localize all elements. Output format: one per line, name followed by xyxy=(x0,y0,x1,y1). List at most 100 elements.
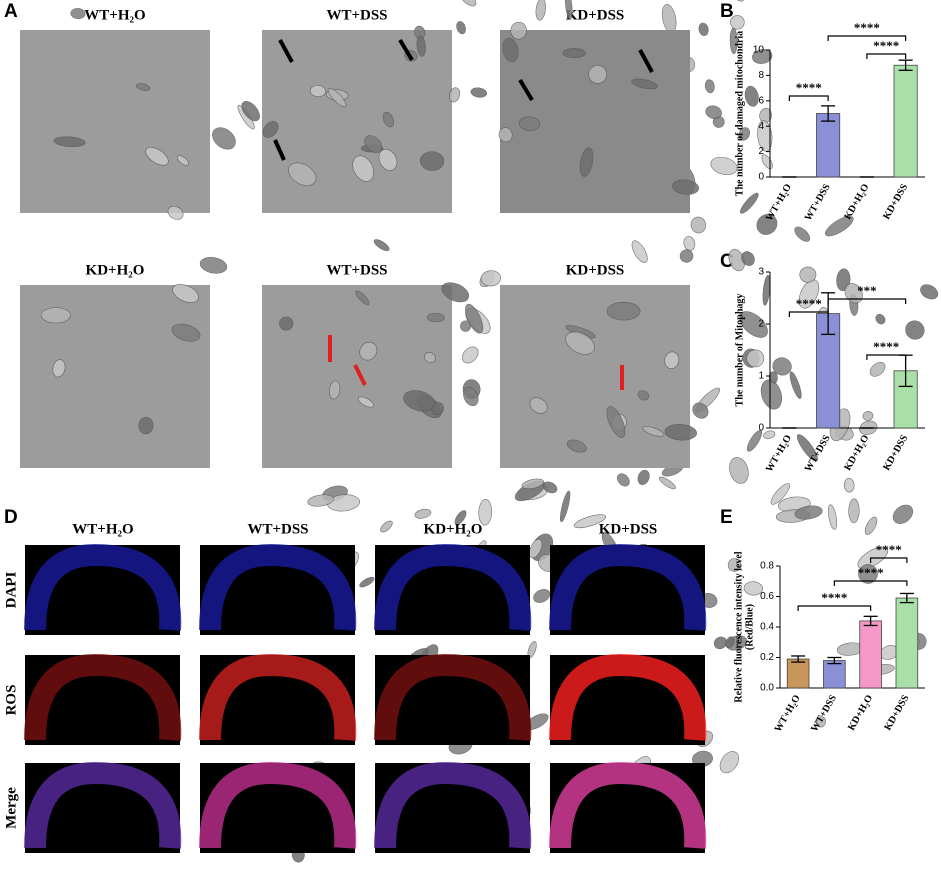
y-tick-label: 10 xyxy=(753,45,765,56)
tissue xyxy=(374,761,532,849)
organelle xyxy=(816,716,826,728)
organelle xyxy=(212,127,236,150)
organelle xyxy=(799,266,817,283)
organelle xyxy=(352,155,374,182)
organelle xyxy=(53,136,86,148)
significance-label: **** xyxy=(854,20,880,35)
arrow xyxy=(278,39,294,63)
organelle xyxy=(606,406,626,438)
arrow xyxy=(518,78,534,102)
micrograph-label: WT+H₂O xyxy=(84,7,145,23)
organelle xyxy=(798,279,820,309)
fluorescence-column-label: KD+DSS xyxy=(599,521,658,537)
organelle xyxy=(373,239,390,251)
fluorescence-column-label: WT+H₂O xyxy=(72,521,133,537)
organelle xyxy=(357,396,374,408)
organelle xyxy=(136,83,151,91)
organelle xyxy=(738,127,751,141)
significance-label: **** xyxy=(876,542,902,557)
tissue xyxy=(374,653,532,741)
y-tick-label: 8 xyxy=(758,70,764,81)
y-tick-label: 0.2 xyxy=(760,652,774,663)
micrograph xyxy=(500,285,690,468)
organelle xyxy=(427,312,445,323)
organelle xyxy=(658,476,676,490)
micrograph xyxy=(262,30,452,213)
organelle xyxy=(171,323,201,342)
significance-bracket xyxy=(866,53,907,59)
y-tick-label: 2 xyxy=(758,146,764,157)
organelle xyxy=(763,430,776,439)
organelle xyxy=(794,505,823,520)
organelle xyxy=(456,21,466,35)
organelle xyxy=(535,0,546,21)
organelle xyxy=(752,49,773,64)
organelle xyxy=(145,147,169,166)
organelle xyxy=(424,352,436,364)
panel-letter: A xyxy=(4,1,18,22)
tissue xyxy=(199,543,357,631)
micrograph-label: WT+DSS xyxy=(326,7,387,23)
organelle xyxy=(672,179,700,195)
organelle xyxy=(327,87,347,108)
arrow xyxy=(638,49,654,73)
significance-bracket xyxy=(788,311,829,317)
arrow xyxy=(398,38,414,62)
y-axis-label: Relative fluorescence intensity level xyxy=(733,551,744,702)
organelle xyxy=(199,257,228,274)
significance-label: **** xyxy=(858,565,884,580)
organelle xyxy=(729,457,749,484)
organelle xyxy=(905,320,925,340)
y-tick-label: 0.8 xyxy=(760,561,774,572)
significance-label: **** xyxy=(873,339,899,354)
organelle xyxy=(710,156,738,176)
organelle xyxy=(704,79,715,94)
significance-bracket xyxy=(788,95,829,101)
significance-label: **** xyxy=(796,296,822,311)
organelle xyxy=(518,116,541,131)
panel-letter: B xyxy=(720,1,734,22)
tissue xyxy=(24,543,182,631)
micrograph-label: KD+DSS xyxy=(566,7,625,23)
organelle xyxy=(459,0,477,7)
organelle xyxy=(419,151,445,171)
y-axis-label: The number of Mitophagy xyxy=(734,294,745,407)
arrow xyxy=(353,364,367,386)
organelle xyxy=(631,78,658,90)
organelle xyxy=(770,483,790,505)
organelle xyxy=(690,216,706,234)
organelle xyxy=(564,0,573,20)
organelle xyxy=(328,380,341,400)
organelle xyxy=(760,379,783,410)
micrograph xyxy=(20,30,210,213)
organelle xyxy=(727,558,742,572)
x-tick-label: WT+H₂O xyxy=(764,182,794,223)
error-bar xyxy=(821,105,836,122)
tissue xyxy=(24,653,182,741)
organelle xyxy=(414,508,432,519)
organelle xyxy=(138,416,154,435)
organelle xyxy=(416,35,426,57)
organelle xyxy=(741,251,755,266)
y-axis-label: (Red/Blue) xyxy=(744,604,755,650)
x-tick-label: WT+H₂O xyxy=(773,693,803,734)
organelle xyxy=(869,362,886,377)
bar xyxy=(859,620,882,689)
error-bar xyxy=(899,592,914,604)
organelle xyxy=(529,538,543,559)
x-tick-label: WT+H₂O xyxy=(764,433,794,474)
organelle xyxy=(746,429,763,452)
organelle xyxy=(705,105,722,120)
organelle xyxy=(460,320,472,332)
organelle xyxy=(579,147,594,177)
organelle xyxy=(529,397,548,414)
organelle xyxy=(364,135,383,153)
organelle xyxy=(562,48,586,59)
organelle xyxy=(843,477,855,493)
organelle xyxy=(719,751,739,774)
organelle xyxy=(862,411,874,421)
organelle xyxy=(172,284,199,303)
organelle xyxy=(40,307,71,324)
x-tick-label: WT+DSS xyxy=(803,182,833,223)
organelle xyxy=(692,402,709,419)
